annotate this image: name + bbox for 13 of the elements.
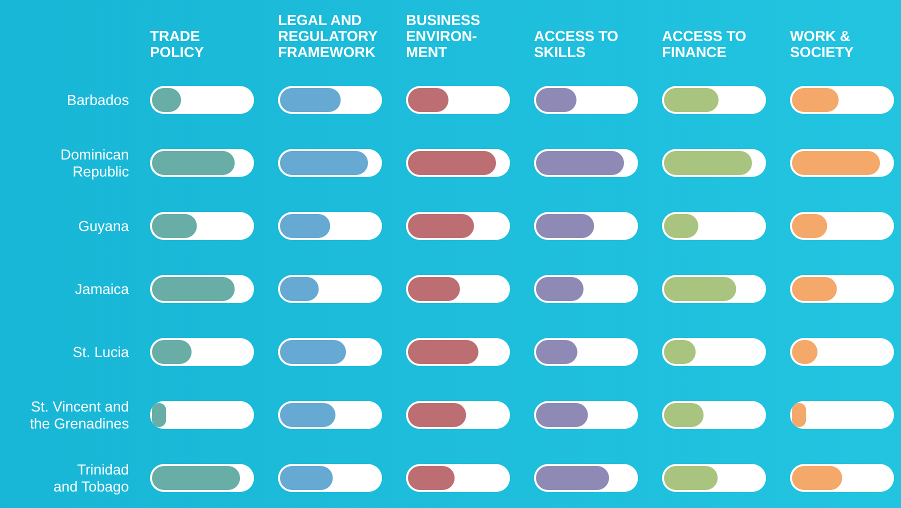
chart-title: ACCESS TO SKILLS [534,29,618,61]
y-tick-label: St. Lucia [72,344,130,361]
y-tick-label: Guyana [78,218,130,235]
chart-title: TRADE POLICY [150,29,204,61]
y-tick-label: Trinidad and Tobago [53,462,129,496]
chart-title: WORK & SOCIETY [790,29,854,61]
y-tick-label: Dominican Republic [60,147,129,180]
y-tick-label: Barbados [66,92,129,109]
chart-title: BUSINESS ENVIRON- MENT [406,13,480,61]
y-tick-label: St. Vincent and the Grenadines [30,399,129,432]
chart-title: LEGAL AND REGULATORY FRAMEWORK [278,13,378,61]
chart-title: ACCESS TO FINANCE [662,29,746,61]
y-tick-label: Jamaica [75,282,130,298]
